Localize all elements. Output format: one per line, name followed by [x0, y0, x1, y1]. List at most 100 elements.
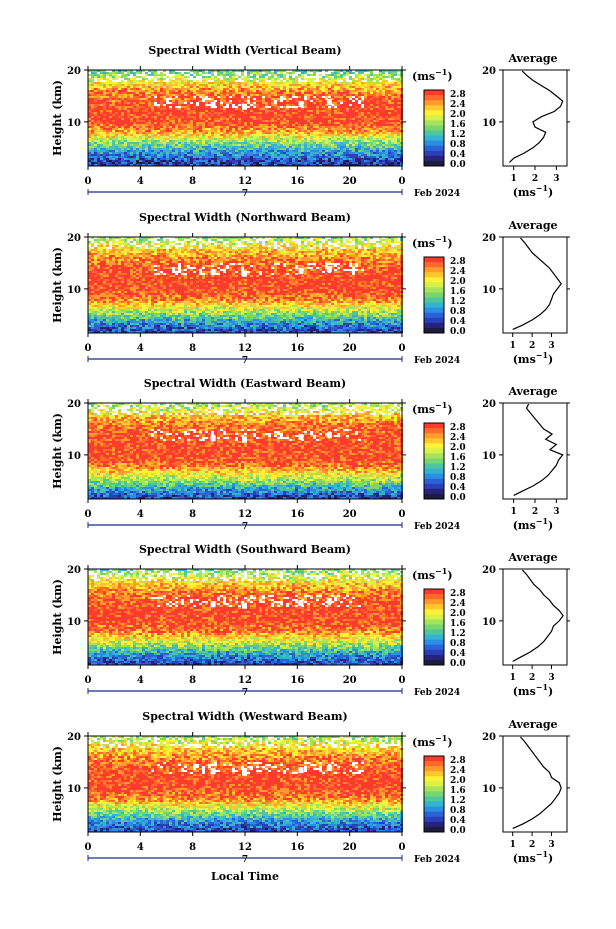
heatmap-cell: [226, 134, 229, 136]
heatmap-cell: [307, 86, 310, 88]
heatmap-cell: [133, 156, 136, 158]
heatmap-cell: [376, 122, 379, 124]
heatmap-cell: [220, 116, 223, 118]
heatmap-cell: [115, 106, 118, 108]
heatmap-cell: [313, 74, 316, 76]
heatmap-cell: [148, 138, 151, 140]
heatmap-cell: [331, 134, 334, 136]
heatmap-cell: [361, 154, 364, 156]
heatmap-cell: [184, 142, 187, 144]
heatmap-cell: [193, 124, 196, 126]
heatmap-cell: [349, 148, 352, 150]
heatmap-cell: [229, 96, 232, 98]
heatmap-cell: [94, 120, 97, 122]
heatmap-cell: [253, 120, 256, 122]
heatmap-cell: [316, 128, 319, 130]
heatmap-cell: [172, 98, 175, 100]
heatmap-cell: [178, 134, 181, 136]
heatmap-cell: [283, 98, 286, 100]
heatmap-cell: [262, 96, 265, 98]
heatmap-cell: [196, 94, 199, 96]
heatmap-cell: [109, 122, 112, 124]
heatmap-cell: [346, 102, 349, 104]
heatmap-cell: [334, 104, 337, 106]
heatmap-cell: [280, 134, 283, 136]
heatmap-cell: [280, 128, 283, 130]
heatmap-cell: [169, 90, 172, 92]
heatmap-cell: [145, 148, 148, 150]
heatmap-cell: [187, 134, 190, 136]
heatmap-cell: [205, 156, 208, 158]
heatmap-cell: [184, 148, 187, 150]
heatmap-cell: [235, 114, 238, 116]
heatmap-cell: [121, 82, 124, 84]
heatmap-cell: [262, 106, 265, 108]
heatmap-cell: [229, 78, 232, 80]
heatmap-cell: [265, 140, 268, 142]
heatmap-cell: [298, 86, 301, 88]
heatmap-cell: [241, 144, 244, 146]
heatmap-cell: [367, 130, 370, 132]
heatmap-cell: [397, 96, 400, 98]
heatmap-cell: [322, 104, 325, 106]
heatmap-cell: [370, 96, 373, 98]
heatmap-cell: [217, 122, 220, 124]
heatmap-cell: [97, 100, 100, 102]
heatmap-cell: [280, 124, 283, 126]
heatmap-cell: [304, 146, 307, 148]
heatmap-cell: [259, 154, 262, 156]
heatmap-cell: [316, 88, 319, 90]
heatmap-cell: [127, 114, 130, 116]
heatmap-cell: [316, 82, 319, 84]
heatmap-cell: [277, 74, 280, 76]
heatmap-cell: [241, 116, 244, 118]
heatmap-cell: [247, 130, 250, 132]
heatmap-cell: [373, 116, 376, 118]
heatmap-cell: [166, 126, 169, 128]
heatmap-cell: [367, 126, 370, 128]
heatmap-cell: [124, 116, 127, 118]
heatmap-cell: [142, 74, 145, 76]
heatmap-cell: [178, 156, 181, 158]
heatmap-cell: [199, 112, 202, 114]
heatmap-cell: [256, 132, 259, 134]
heatmap-cell: [379, 78, 382, 80]
heatmap-cell: [157, 116, 160, 118]
heatmap-cell: [217, 114, 220, 116]
heatmap-cell: [274, 98, 277, 100]
heatmap-cell: [361, 122, 364, 124]
heatmap-cell: [277, 130, 280, 132]
heatmap-cell: [259, 148, 262, 150]
heatmap-cell: [337, 126, 340, 128]
heatmap-cell: [127, 122, 130, 124]
heatmap-cell: [178, 94, 181, 96]
heatmap-cell: [310, 80, 313, 82]
heatmap-cell: [313, 106, 316, 108]
heatmap-cell: [325, 94, 328, 96]
heatmap-cell: [106, 82, 109, 84]
heatmap-cell: [397, 74, 400, 76]
heatmap-cell: [106, 156, 109, 158]
heatmap-cell: [100, 150, 103, 152]
heatmap-cell: [295, 100, 298, 102]
heatmap-cell: [262, 132, 265, 134]
heatmap-cell: [394, 128, 397, 130]
heatmap-cell: [388, 124, 391, 126]
heatmap-cell: [172, 92, 175, 94]
heatmap-cell: [199, 84, 202, 86]
heatmap-cell: [337, 94, 340, 96]
heatmap-cell: [391, 116, 394, 118]
heatmap-cell: [151, 74, 154, 76]
heatmap-cell: [130, 80, 133, 82]
heatmap-cell: [190, 156, 193, 158]
heatmap-cell: [184, 92, 187, 94]
heatmap-cell: [97, 130, 100, 132]
heatmap-cell: [112, 74, 115, 76]
heatmap-cell: [328, 96, 331, 98]
heatmap-cell: [100, 130, 103, 132]
heatmap-cell: [304, 122, 307, 124]
heatmap-cell: [265, 116, 268, 118]
heatmap-cell: [214, 84, 217, 86]
heatmap-cell: [217, 154, 220, 156]
heatmap-cell: [121, 90, 124, 92]
